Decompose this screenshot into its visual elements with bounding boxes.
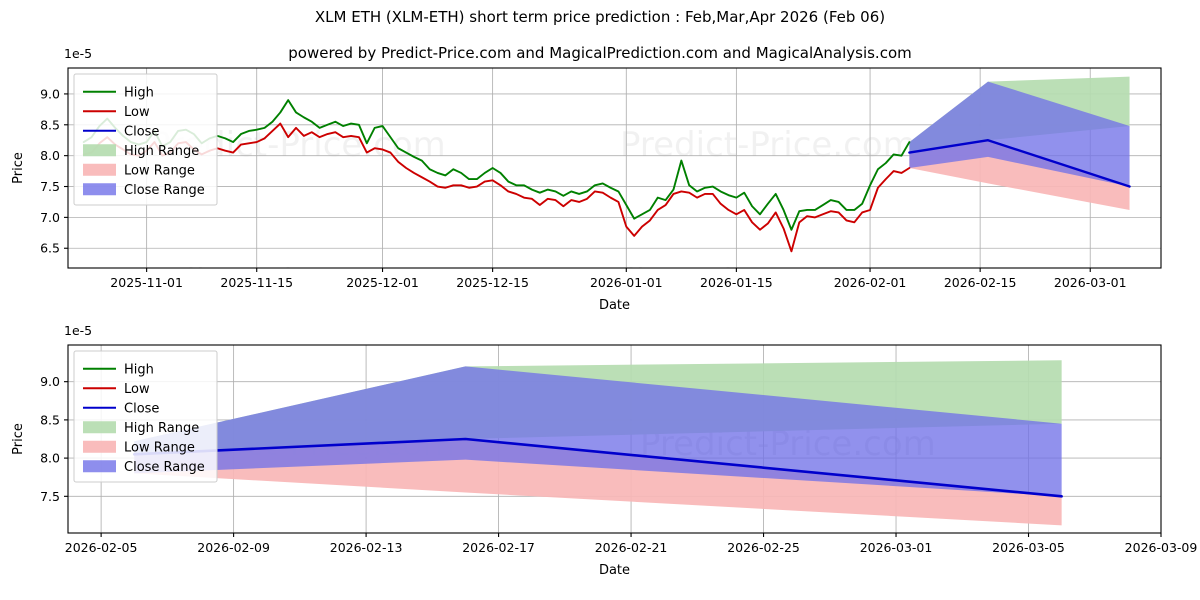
close-line (132, 437, 1063, 498)
y-offset-label: 1e-5 (64, 323, 92, 338)
xtick-label: 2026-02-01 (834, 275, 907, 290)
axis-ticks: 7.5 8.0 8.5 9.0 2026-02-05 2026-02-09 2026-02-… (11, 323, 1197, 578)
xtick-label: 2026-03-05 (992, 540, 1065, 555)
figure-title: XLM ETH (XLM-ETH) short term price predi… (314, 8, 886, 26)
plot-group (132, 360, 1063, 526)
legend-item-label: Low Range (124, 440, 195, 455)
y-axis-label: Price (11, 423, 26, 455)
xtick-label: 2026-02-15 (944, 275, 1017, 290)
figure-subtitle: powered by Predict-Price.com and Magical… (288, 44, 912, 62)
xtick-label: 2026-03-01 (1054, 275, 1127, 290)
xtick-label: 2026-02-05 (65, 540, 138, 555)
legend-item-label: High Range (124, 144, 199, 159)
xtick-label: 2026-01-15 (700, 275, 773, 290)
x-axis-label: Date (599, 298, 630, 313)
xtick-label: 2026-02-13 (330, 540, 403, 555)
xtick-label: 2025-12-15 (456, 275, 529, 290)
legend-item-label: High (124, 362, 154, 377)
legend-item-label: Close (124, 124, 159, 139)
x-axis-label: Date (599, 563, 630, 578)
ytick-label: 9.0 (40, 86, 60, 101)
bottom-axes: Predict-Price.comPredict-Price.comPredic… (11, 323, 1197, 578)
plot-group (82, 76, 1131, 253)
legend-item-label: Low (124, 382, 150, 397)
axes-frame (67, 67, 1162, 269)
ytick-label: 7.5 (40, 179, 60, 194)
close-line (908, 139, 1131, 188)
xtick-label: 2026-01-01 (590, 275, 663, 290)
close-range-band (134, 366, 1062, 497)
watermark-group: Predict-Price.com Predict-Price.com Predic… (120, 125, 916, 302)
axes-frame (67, 344, 1162, 534)
legend-patch-swatch (83, 163, 116, 176)
ytick-label: 9.0 (40, 374, 60, 389)
legend-item-label: Close Range (124, 460, 205, 475)
watermark-text: Predict-Price.com (620, 125, 916, 165)
legend-item-label: Low (124, 105, 150, 120)
ytick-label: 7.0 (40, 210, 60, 225)
legend-patch-swatch (83, 421, 116, 434)
legend: High Low Close High Range Low Range Close Ran… (73, 350, 218, 483)
legend-item-label: Close (124, 401, 159, 416)
legend-item-label: Close Range (124, 183, 205, 198)
watermark-text: Predict-Price.com (120, 262, 416, 302)
ytick-label: 8.5 (40, 117, 60, 132)
legend-patch-swatch (83, 183, 116, 196)
xtick-label: 2025-11-01 (110, 275, 183, 290)
xtick-label: 2026-03-01 (860, 540, 933, 555)
xtick-label: 2025-12-01 (346, 275, 419, 290)
ytick-label: 8.5 (40, 412, 60, 427)
ytick-label: 7.5 (40, 489, 60, 504)
top-axes: Predict-Price.com Predict-Price.com Predic… (11, 46, 1162, 313)
legend-patch-swatch (83, 460, 116, 473)
xtick-label: 2026-02-21 (595, 540, 668, 555)
low-line (82, 122, 911, 253)
watermark-text: Predict-Price.com (560, 262, 856, 302)
y-offset-label: 1e-5 (64, 46, 92, 61)
xtick-label: 2026-02-25 (727, 540, 800, 555)
y-axis-label: Price (11, 152, 26, 184)
xtick-label: 2026-02-17 (462, 540, 535, 555)
legend-item-label: High (124, 85, 154, 100)
axis-ticks: 6.5 7.0 7.5 8.0 8.5 9.0 2025-11-01 2025-11-15 20… (11, 46, 1127, 313)
legend: High Low Close High Range Low Range Close Ran… (73, 73, 218, 206)
ytick-label: 6.5 (40, 241, 60, 256)
xtick-label: 2026-02-09 (197, 540, 270, 555)
xtick-label: 2026-03-09 (1125, 540, 1198, 555)
legend-patch-swatch (83, 144, 116, 157)
legend-item-label: Low Range (124, 163, 195, 178)
legend-patch-swatch (83, 440, 116, 453)
ytick-label: 8.0 (40, 451, 60, 466)
high-line (82, 99, 911, 231)
legend-item-label: High Range (124, 421, 199, 436)
close-range-band (909, 81, 1130, 187)
ytick-label: 8.0 (40, 148, 60, 163)
xtick-label: 2025-11-15 (220, 275, 293, 290)
